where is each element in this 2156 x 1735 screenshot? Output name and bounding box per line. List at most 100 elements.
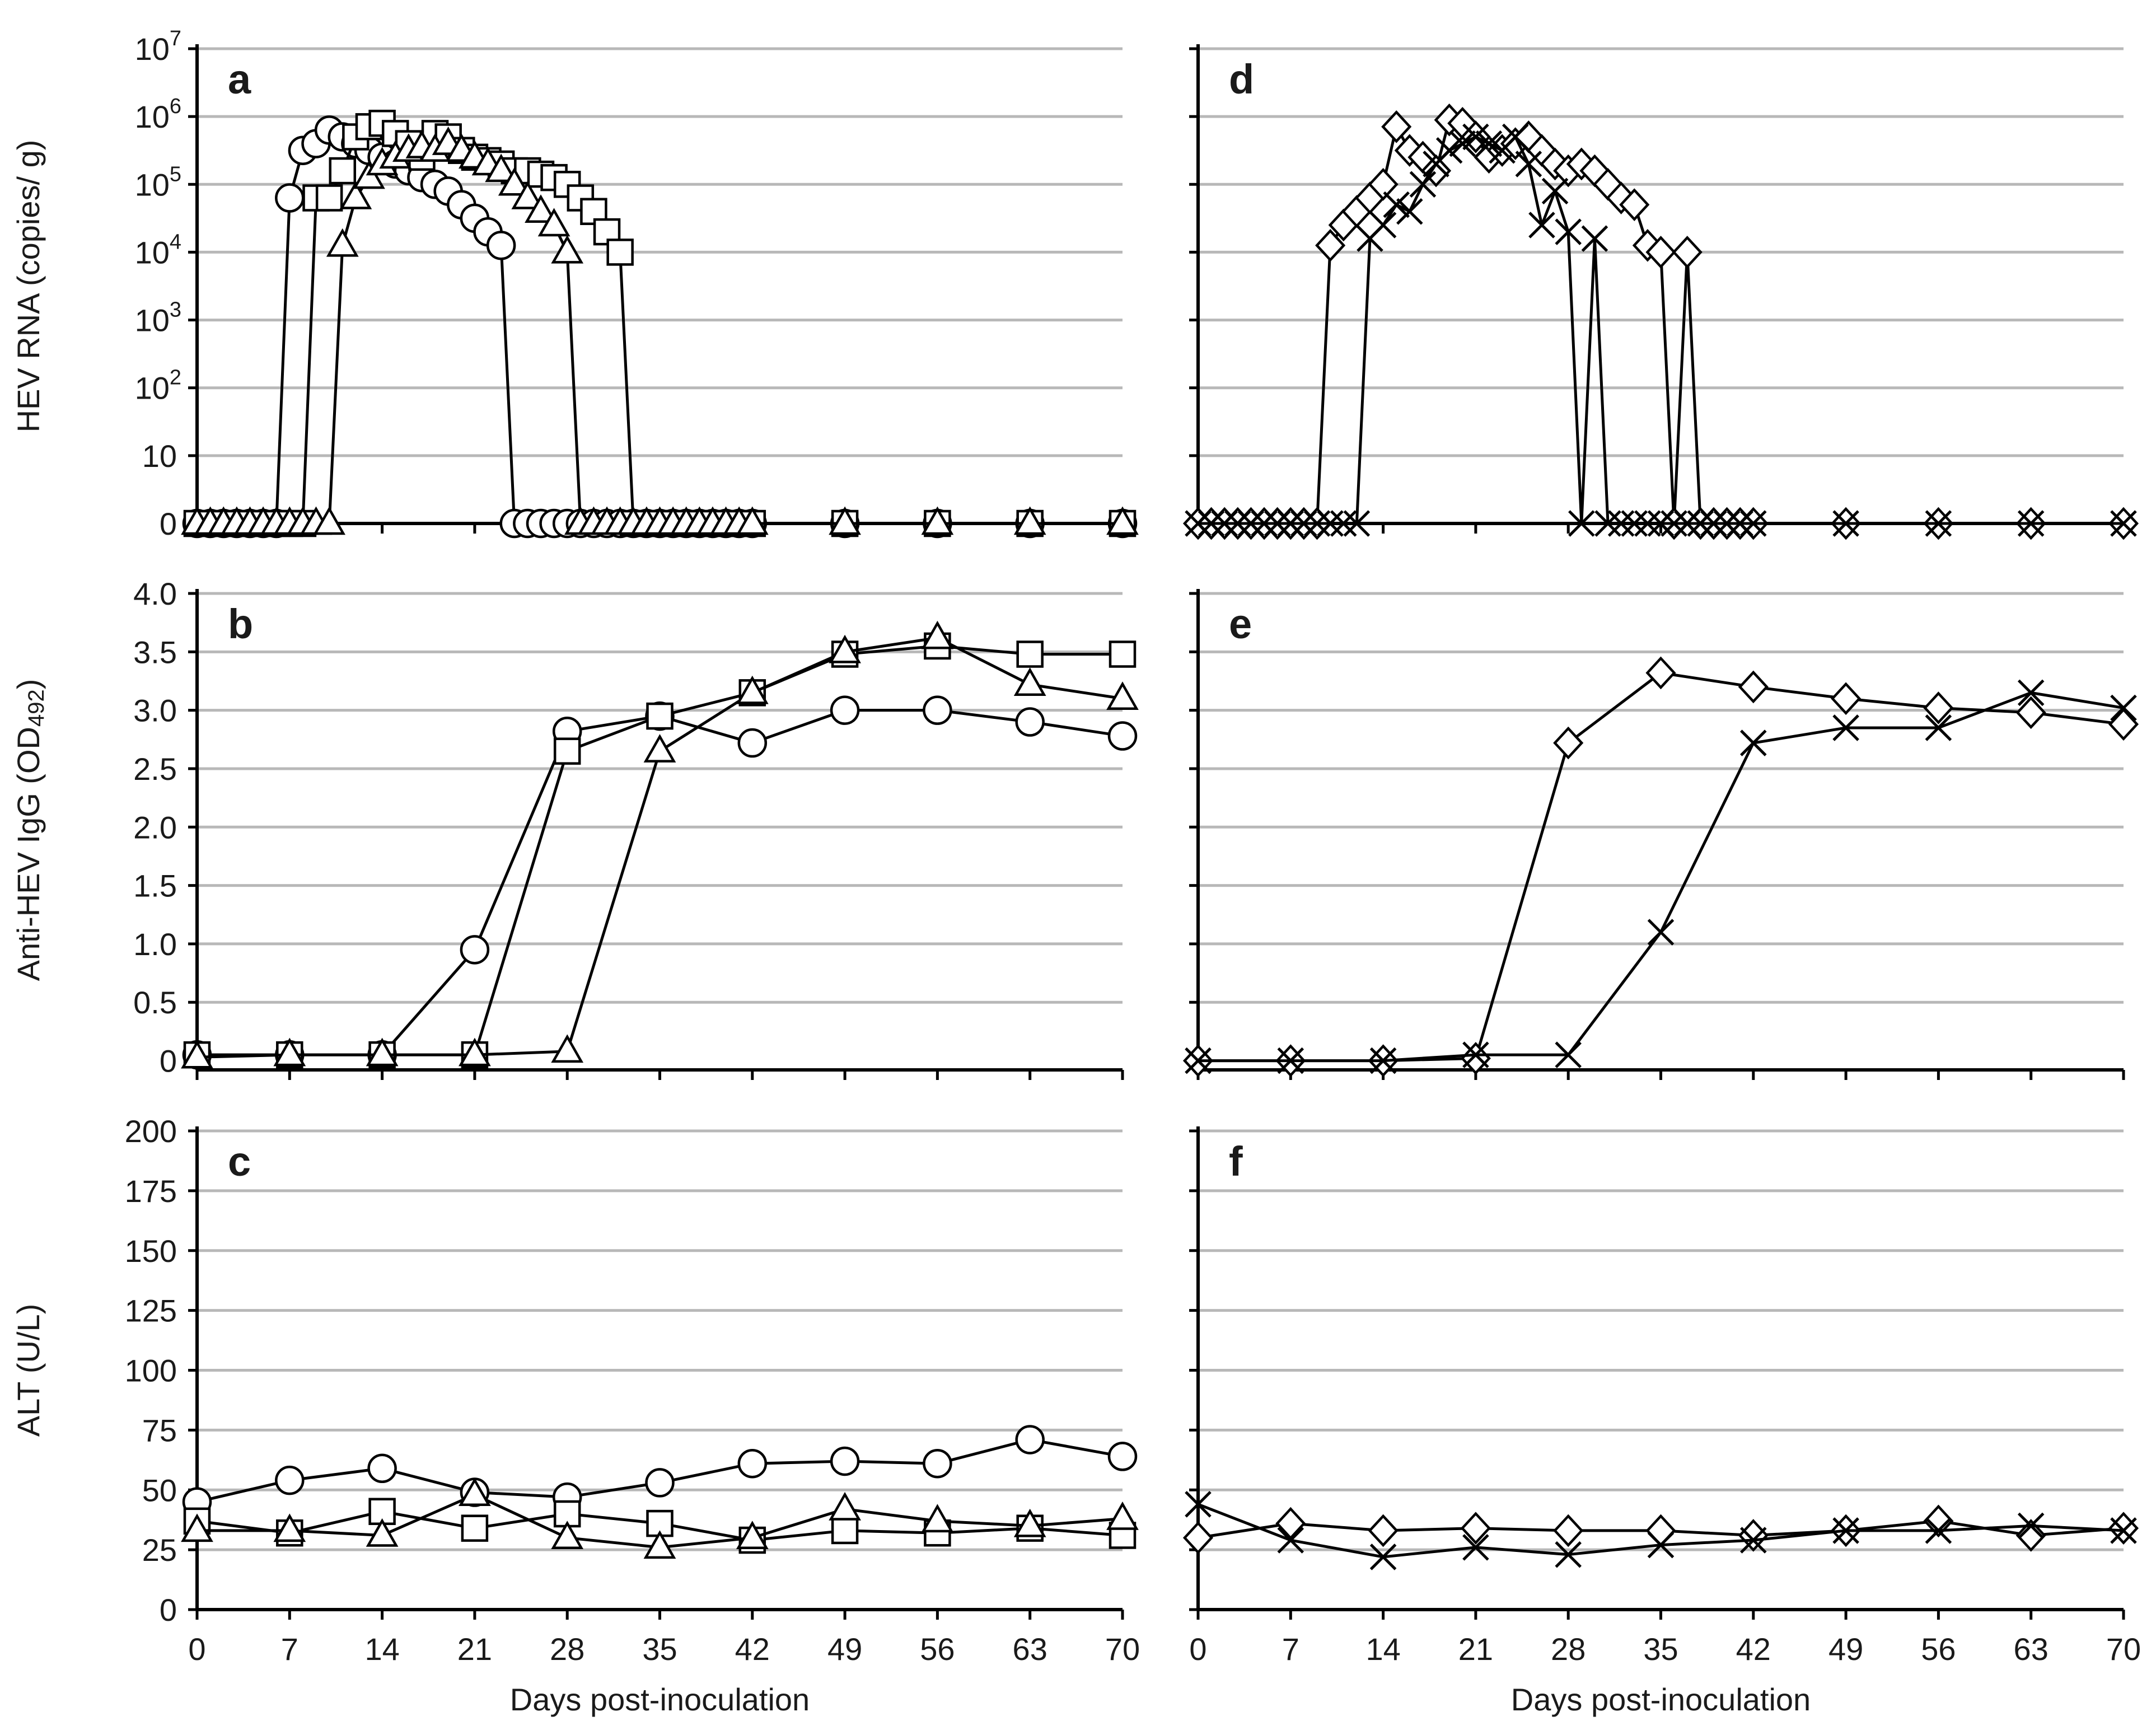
panel-letter: f [1229,1138,1243,1185]
x-tick-label: 70 [2106,1631,2141,1667]
data-point-cross [1832,714,1859,741]
y-tick-label: 2.5 [133,751,177,787]
data-point-circle [737,1448,768,1479]
y-tick-label: 104 [135,230,181,270]
data-point-cross [1713,510,1741,537]
series-cross [1185,1491,2137,1570]
data-point-cross [1449,130,1476,157]
data-point-cross [1409,171,1437,198]
data-point-triangle [1013,506,1046,535]
x-tick-label: 35 [642,1631,677,1667]
data-point-cross [1727,510,1753,537]
panel-c: 0 25 50 75 100 125 150 175 200 c ALT (U/L) 0 7 14 21 28… [11,1114,1140,1717]
data-point-triangle [829,634,861,663]
data-point-cross [1277,510,1304,537]
data-point-triangle [511,180,544,209]
data-point-diamond [1831,682,1862,715]
data-point-cross [1369,1544,1397,1570]
data-point-diamond [1738,670,1769,704]
data-point-cross [1462,1041,1489,1068]
data-point-cross [1317,510,1344,537]
series-circle [182,1425,1138,1517]
data-point-cross [2110,510,2137,537]
y-tick-label: 0.5 [133,985,177,1020]
data-point-triangle [643,1530,676,1559]
data-point-cross [1475,130,1503,157]
data-point-triangle [181,1513,213,1542]
data-point-cross [1581,225,1608,252]
series-line [197,636,1123,1059]
data-point-triangle [313,506,346,535]
data-point-triangle [498,167,531,196]
data-point-cross [1237,510,1265,537]
panel-letter: c [228,1138,251,1185]
data-point-cross [1369,1047,1397,1074]
y-tick-label: 1.5 [133,868,177,904]
data-point-cross [1661,510,1687,537]
data-point-diamond [1645,236,1676,269]
y-tick-label: 103 [135,298,181,338]
data-point-circle [923,695,952,725]
data-point-diamond [1923,691,1954,724]
panel-letter: d [1229,56,1254,102]
data-point-diamond [1553,726,1584,760]
series-triangle [181,127,1139,535]
y-axis-title: Anti-HEV IgG (OD492) [11,679,49,981]
data-point-cross [1740,1527,1767,1554]
data-point-cross [1383,191,1410,218]
y-tick-label: 50 [142,1472,177,1508]
panel-letter: a [228,56,251,102]
x-tick-label: 28 [550,1631,584,1667]
data-point-triangle [551,1034,584,1063]
data-point-square [329,157,357,185]
data-point-circle [830,695,860,725]
data-point-cross [1673,510,1701,537]
x-axis-title: Days post-inoculation [1511,1682,1811,1717]
data-point-cross [1462,1534,1489,1561]
data-point-cross [2110,1517,2137,1544]
data-point-triangle [273,1037,306,1067]
data-point-cross [1343,510,1371,537]
x-tick-label: 14 [364,1631,399,1667]
data-point-cross [1647,510,1675,537]
data-point-triangle [736,506,769,535]
data-point-cross [1330,510,1357,537]
data-point-square [1016,640,1044,668]
data-point-cross [1264,510,1291,537]
y-tick-label: 125 [125,1293,177,1329]
x-tick-label: 49 [1828,1631,1863,1667]
data-point-diamond [1460,1512,1491,1545]
y-tick-label: 105 [135,162,181,202]
data-point-square [646,702,674,730]
data-point-cross [1740,510,1767,537]
data-point-triangle [551,235,584,264]
data-point-triangle [273,1513,306,1542]
data-point-triangle [551,1521,584,1549]
data-point-diamond [1553,1514,1584,1547]
y-axis-title: HEV RNA (copies/ g) [11,140,46,433]
data-point-triangle [921,506,954,535]
data-point-cross [1502,123,1529,151]
data-point-diamond [1645,1514,1676,1547]
data-point-cross [1541,177,1569,205]
data-point-cross [1198,510,1225,537]
data-point-triangle [1013,667,1046,696]
data-point-cross [1211,510,1238,537]
data-point-circle [1015,1425,1045,1455]
series-line [1198,135,2124,525]
y-tick-label: 1.0 [133,927,177,962]
data-point-diamond [1645,656,1676,690]
data-point-cross [1185,510,1212,537]
data-point-triangle [736,675,769,704]
data-point-cross [1832,510,1859,537]
data-point-cross [1555,1541,1582,1568]
y-tick-label: 0 [160,1592,177,1628]
data-point-cross [1925,510,1952,537]
data-point-square [606,238,634,266]
y-tick-label: 75 [142,1413,177,1448]
x-tick-label: 70 [1105,1631,1140,1667]
series-triangle [181,1477,1139,1559]
panel-e: e [1182,589,2139,1080]
y-tick-label: 102 [135,366,181,406]
data-point-cross [1647,919,1675,946]
